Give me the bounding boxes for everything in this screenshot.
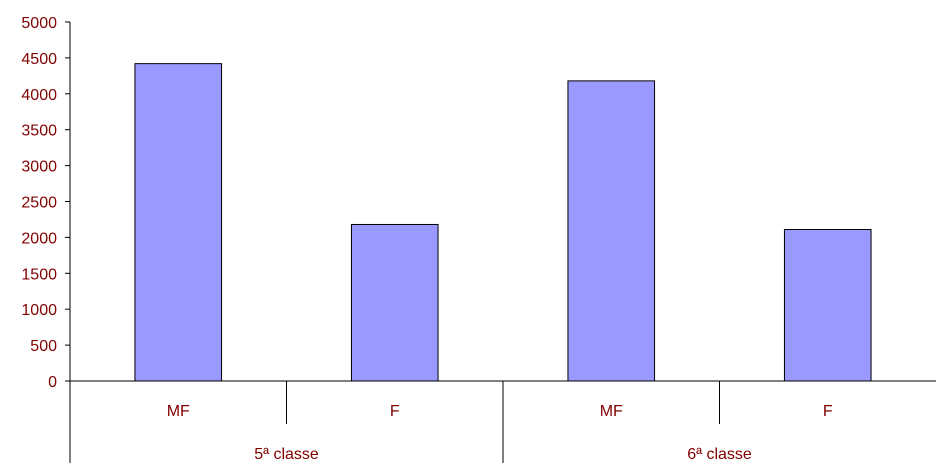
y-tick-label: 2000	[21, 230, 57, 247]
y-tick-label: 0	[48, 374, 57, 391]
bar-1-f	[350, 223, 439, 382]
y-tick-label: 3500	[21, 123, 57, 140]
x-category-label: F	[390, 403, 400, 420]
y-tick-label: 4500	[21, 51, 57, 68]
y-tick-label: 1000	[21, 302, 57, 319]
y-axis: 0 500 1000 1500 2000 2500 3000 3500 4000 4500 5000	[21, 15, 71, 391]
y-tick-label: 4000	[21, 87, 57, 104]
y-tick-label: 500	[30, 338, 57, 355]
x-group-label: 5ª classe	[254, 446, 319, 463]
x-category-label: MF	[600, 403, 623, 420]
bar-1-mf	[134, 63, 223, 382]
x-group-label: 6ª classe	[687, 446, 752, 463]
x-category-label: F	[823, 403, 833, 420]
x-axis: MF F 5ª classe MF F 6ª classe	[69, 380, 936, 463]
y-tick-label: 3000	[21, 159, 57, 176]
y-tick-label: 1500	[21, 266, 57, 283]
bar-2-mf	[567, 80, 656, 382]
bars	[134, 63, 872, 382]
y-tick-label: 2500	[21, 195, 57, 212]
bar-2-f	[783, 229, 872, 382]
x-category-label: MF	[167, 403, 190, 420]
y-tick-label: 5000	[21, 15, 57, 32]
